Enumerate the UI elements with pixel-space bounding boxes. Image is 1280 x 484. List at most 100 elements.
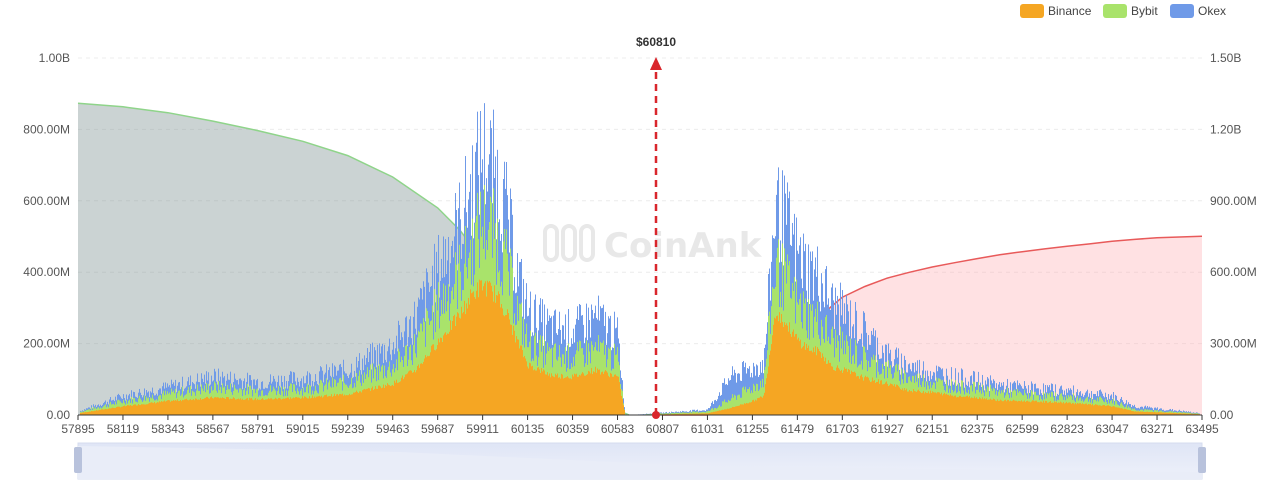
y-right-tick-label: 1.20B	[1210, 122, 1241, 136]
zoom-slider[interactable]	[74, 442, 1206, 480]
bar-binance	[818, 348, 819, 415]
bar-binance	[436, 349, 437, 415]
bar-binance	[753, 399, 754, 415]
legend-swatch	[1170, 4, 1194, 18]
bar-binance	[382, 387, 383, 415]
bar-binance	[486, 296, 487, 415]
bar-bybit	[739, 394, 740, 415]
bar-binance	[324, 395, 325, 415]
bar-binance	[799, 341, 800, 415]
bar-binance	[258, 399, 259, 415]
legend-label: Binance	[1048, 4, 1092, 18]
bar-okex	[735, 372, 736, 415]
bar-binance	[765, 384, 766, 415]
bar-binance	[348, 395, 349, 415]
bar-binance	[580, 375, 581, 415]
bar-binance	[86, 412, 87, 415]
bar-binance	[450, 320, 451, 415]
bar-binance	[99, 409, 100, 415]
bar-binance	[127, 405, 128, 415]
bar-binance	[1142, 411, 1143, 415]
bar-bybit	[762, 378, 763, 415]
bar-binance	[821, 358, 822, 415]
bar-binance	[953, 396, 954, 415]
bar-binance	[935, 392, 936, 415]
bar-binance	[222, 397, 223, 415]
bar-binance	[990, 398, 991, 415]
bar-binance	[546, 374, 547, 415]
bar-binance	[892, 384, 893, 415]
bar-okex	[737, 373, 738, 415]
bar-binance	[587, 374, 588, 415]
bar-binance	[834, 370, 835, 415]
bar-binance	[115, 407, 116, 415]
bar-binance	[1187, 413, 1188, 415]
bar-binance	[521, 345, 522, 415]
bar-binance	[494, 285, 495, 415]
bar-binance	[1122, 408, 1123, 415]
bar-binance	[750, 402, 751, 415]
bar-binance	[795, 334, 796, 415]
bar-bybit	[728, 399, 729, 415]
bar-binance	[984, 398, 985, 415]
bar-binance	[323, 396, 324, 415]
bar-binance	[1123, 409, 1124, 415]
bar-binance	[1119, 407, 1120, 415]
bar-binance	[805, 349, 806, 415]
bar-binance	[380, 386, 381, 415]
bar-binance	[432, 344, 433, 415]
bar-binance	[725, 409, 726, 415]
bar-binance	[802, 347, 803, 415]
bar-binance	[981, 399, 982, 415]
bar-binance	[224, 398, 225, 415]
bar-binance	[511, 324, 512, 415]
bar-okex	[732, 366, 733, 415]
bar-binance	[402, 375, 403, 415]
bar-binance	[448, 333, 449, 415]
bar-okex	[736, 382, 737, 415]
bar-binance	[758, 397, 759, 415]
bar-binance	[1072, 402, 1073, 415]
bar-binance	[762, 397, 763, 415]
bar-binance	[1145, 411, 1146, 415]
bar-binance	[1155, 412, 1156, 415]
coinank-logo-icon	[543, 224, 595, 262]
bar-binance	[394, 380, 395, 415]
bar-binance	[167, 400, 168, 415]
bar-binance	[455, 326, 456, 415]
zoom-handle-right[interactable]	[1198, 447, 1206, 473]
bar-binance	[442, 342, 443, 415]
bar-binance	[1125, 408, 1126, 415]
bar-binance	[621, 395, 622, 415]
bar-binance	[478, 297, 479, 415]
bar-binance	[358, 393, 359, 415]
bar-binance	[677, 413, 678, 415]
bar-okex	[712, 401, 713, 415]
bar-binance	[823, 356, 824, 415]
bar-binance	[363, 389, 364, 415]
bar-binance	[617, 376, 618, 415]
bar-binance	[704, 413, 705, 415]
bar-binance	[616, 375, 617, 415]
bar-binance	[578, 376, 579, 415]
bar-binance	[281, 399, 282, 415]
bar-binance	[233, 397, 234, 415]
bar-binance	[865, 375, 866, 415]
y-right-tick-label: 600.00M	[1210, 265, 1257, 279]
bar-binance	[1027, 400, 1028, 415]
bar-binance	[378, 385, 379, 415]
bar-bybit	[697, 411, 698, 415]
bar-binance	[482, 290, 483, 415]
bar-binance	[713, 411, 714, 415]
watermark: CoinAnk	[543, 224, 763, 266]
bar-binance	[119, 406, 120, 415]
zoom-handle-left[interactable]	[74, 447, 82, 473]
bar-binance	[1194, 413, 1195, 415]
bar-binance	[112, 407, 113, 415]
bar-binance	[247, 397, 248, 415]
bar-binance	[868, 377, 869, 415]
bar-binance	[237, 399, 238, 415]
bar-binance	[1131, 410, 1132, 415]
bar-binance	[208, 398, 209, 415]
bar-binance	[497, 295, 498, 415]
